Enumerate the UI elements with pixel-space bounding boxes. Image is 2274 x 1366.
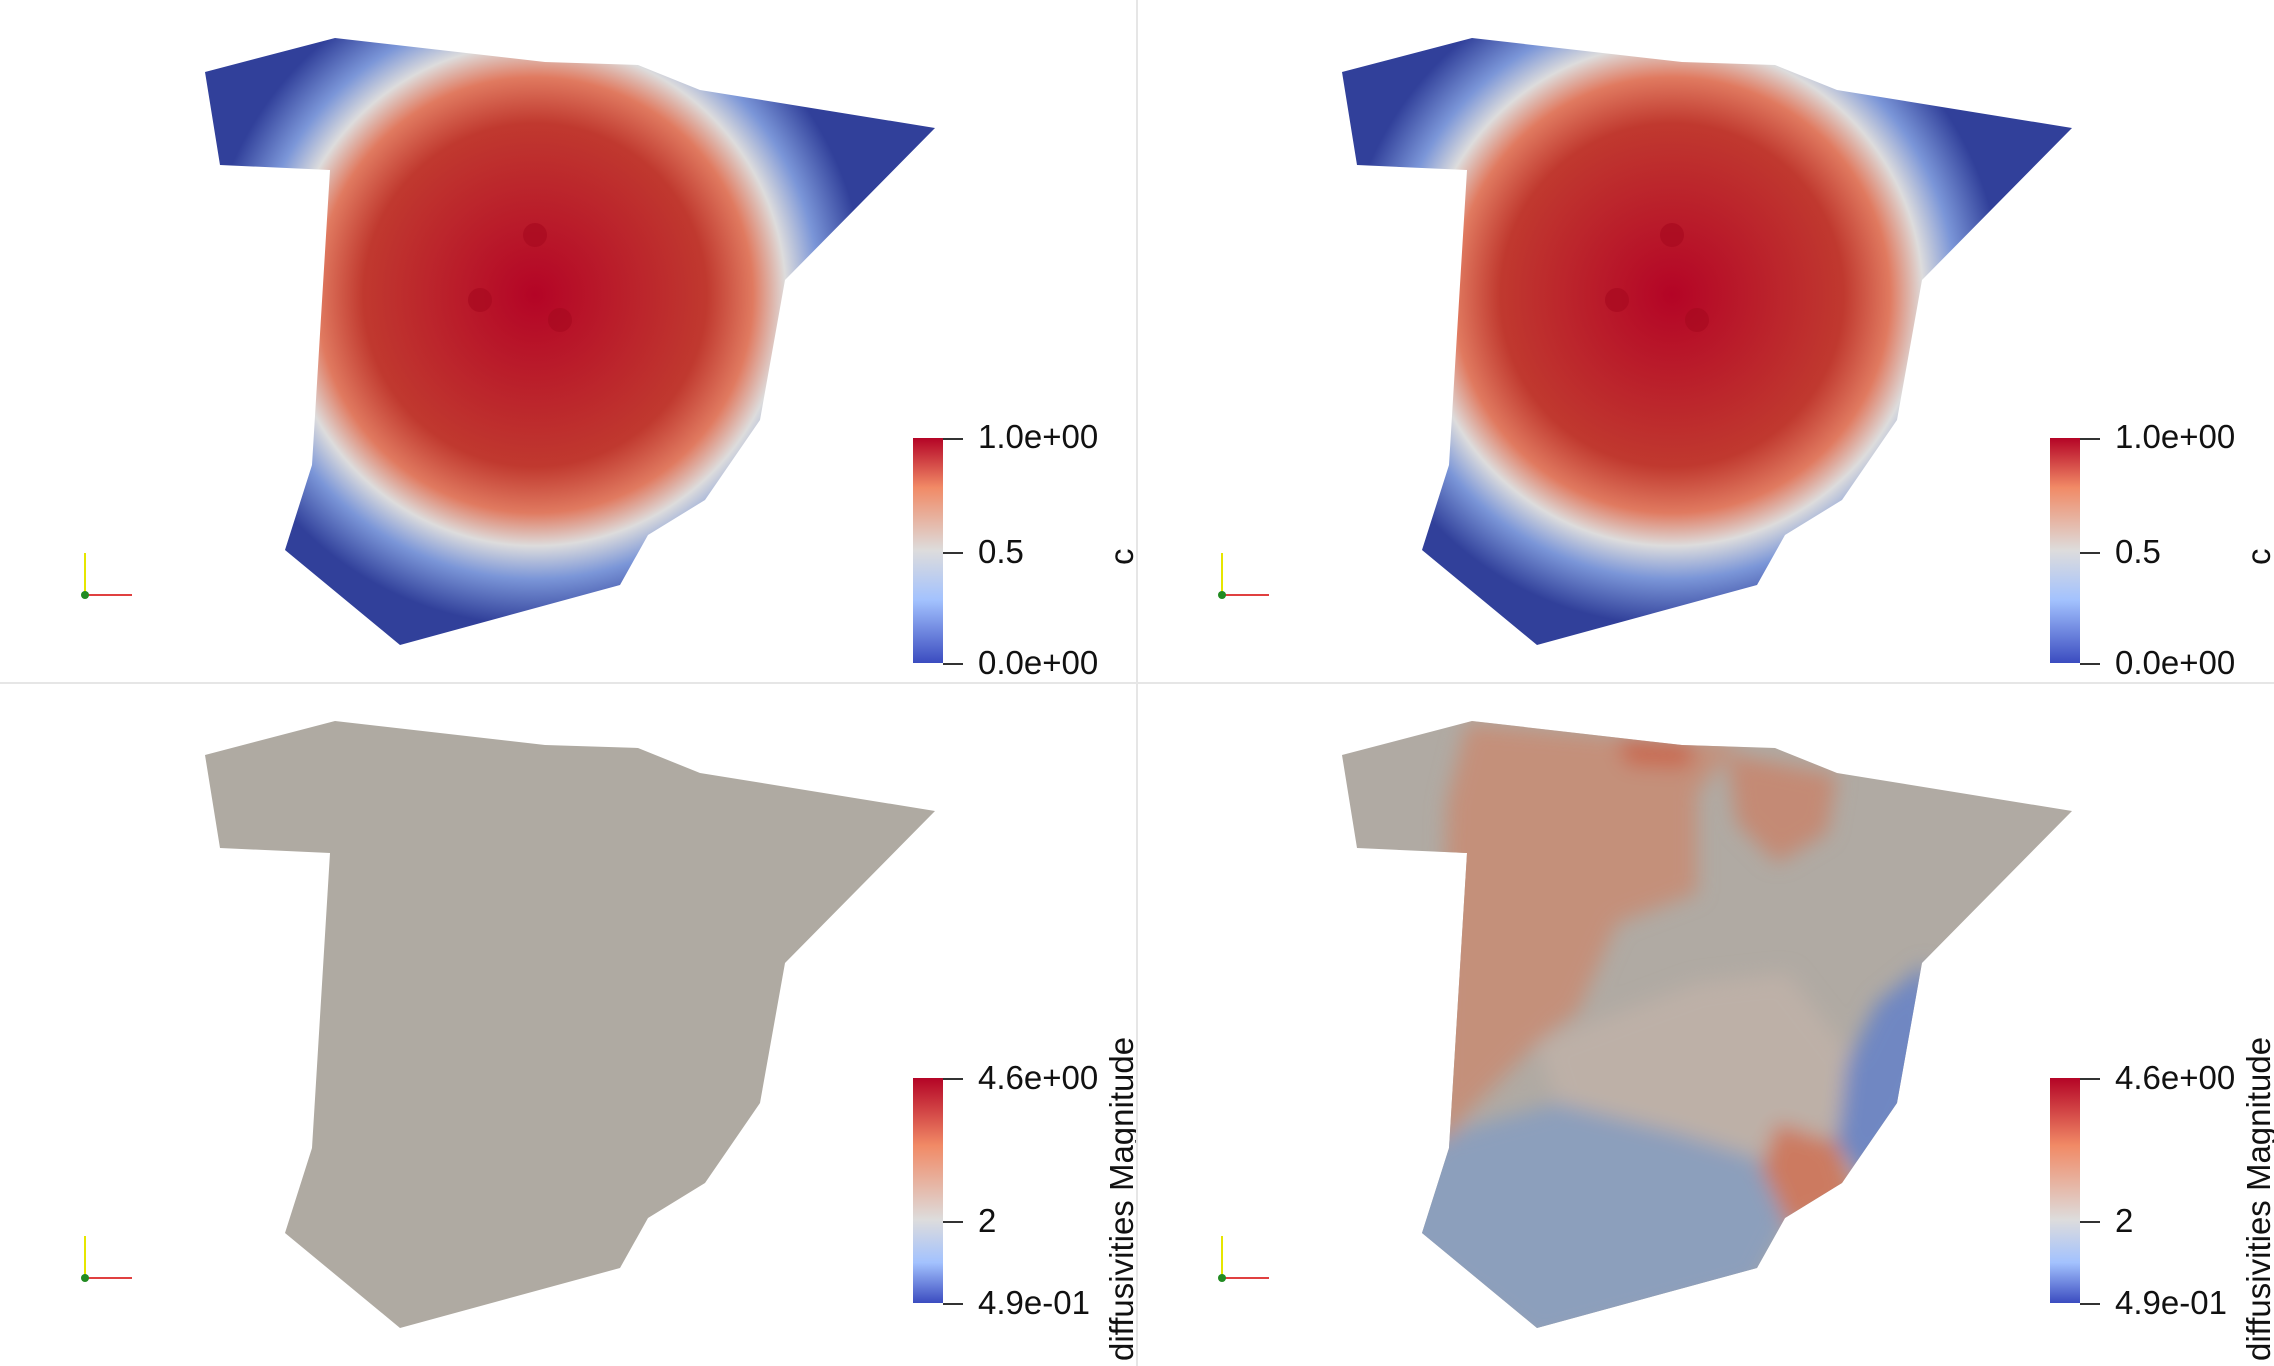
tick-mid [2080, 1221, 2100, 1223]
colorbar-min-label: 0.0e+00 [978, 644, 1099, 681]
colorbar-title: c [2240, 548, 2274, 566]
colorbar-title: c [1103, 548, 1137, 566]
region-shape [1342, 38, 2072, 645]
tick-mid [943, 1221, 963, 1223]
viewport-divider-horizontal[interactable] [0, 682, 2274, 684]
tick-max [943, 438, 963, 440]
region-shape [205, 38, 935, 645]
colorbar-min-label: 4.9e-01 [978, 1284, 1090, 1321]
colorbar-max-label: 4.6e+00 [978, 1059, 1099, 1096]
colorbar-min-label: 0.0e+00 [2115, 644, 2236, 681]
tick-max [2080, 1078, 2100, 1080]
colorbar-max-label: 4.6e+00 [2115, 1059, 2236, 1096]
tick-mid [2080, 552, 2100, 554]
tick-min [943, 663, 963, 665]
colorbar-max-label: 1.0e+00 [2115, 418, 2236, 455]
colorbar-c [2050, 438, 2080, 663]
orientation-axes [70, 1228, 150, 1288]
viewport-top-right[interactable]: 1.0e+00 0.5 0.0e+00 c [1137, 0, 2274, 683]
colorbar-mid-label: 0.5 [2115, 533, 2161, 570]
orientation-axes [1207, 545, 1287, 605]
mesh-concentration-field [205, 38, 935, 645]
colorbar-title: diffusivities Magnitude [1103, 1036, 1137, 1361]
tick-min [2080, 1303, 2100, 1305]
region-shape [1342, 721, 2072, 1328]
colorbar-diffusivities [2050, 1078, 2080, 1303]
source-triangle [468, 223, 572, 332]
tick-min [2080, 663, 2100, 665]
tick-min [943, 1303, 963, 1305]
mesh-concentration-field [1342, 38, 2072, 645]
colorbar-mid-label: 2 [978, 1202, 997, 1239]
orientation-axes [1207, 1228, 1287, 1288]
colorbar-c [913, 438, 943, 663]
orientation-axes [70, 545, 150, 605]
colorbar-max-label: 1.0e+00 [978, 418, 1099, 455]
colorbar-diffusivities [913, 1078, 943, 1303]
tick-mid [943, 552, 963, 554]
colorbar-min-label: 4.9e-01 [2115, 1284, 2227, 1321]
colorbar-title: diffusivities Magnitude [2240, 1036, 2274, 1361]
colorbar-mid-label: 2 [2115, 1202, 2134, 1239]
tick-max [943, 1078, 963, 1080]
viewport-bottom-left[interactable]: 4.6e+00 2 4.9e-01 diffusivities Magnitud… [0, 683, 1137, 1366]
mesh-diffusivity-field [1342, 721, 2072, 1328]
tick-max [2080, 438, 2100, 440]
colorbar-mid-label: 0.5 [978, 533, 1024, 570]
source-triangle [1605, 223, 1709, 332]
viewport-bottom-right[interactable]: 4.6e+00 2 4.9e-01 diffusivities Magnitud… [1137, 683, 2274, 1366]
region-shape [205, 721, 935, 1328]
viewport-top-left[interactable]: 1.0e+00 0.5 0.0e+00 c [0, 0, 1137, 683]
mesh-diffusivity-field [205, 721, 935, 1328]
